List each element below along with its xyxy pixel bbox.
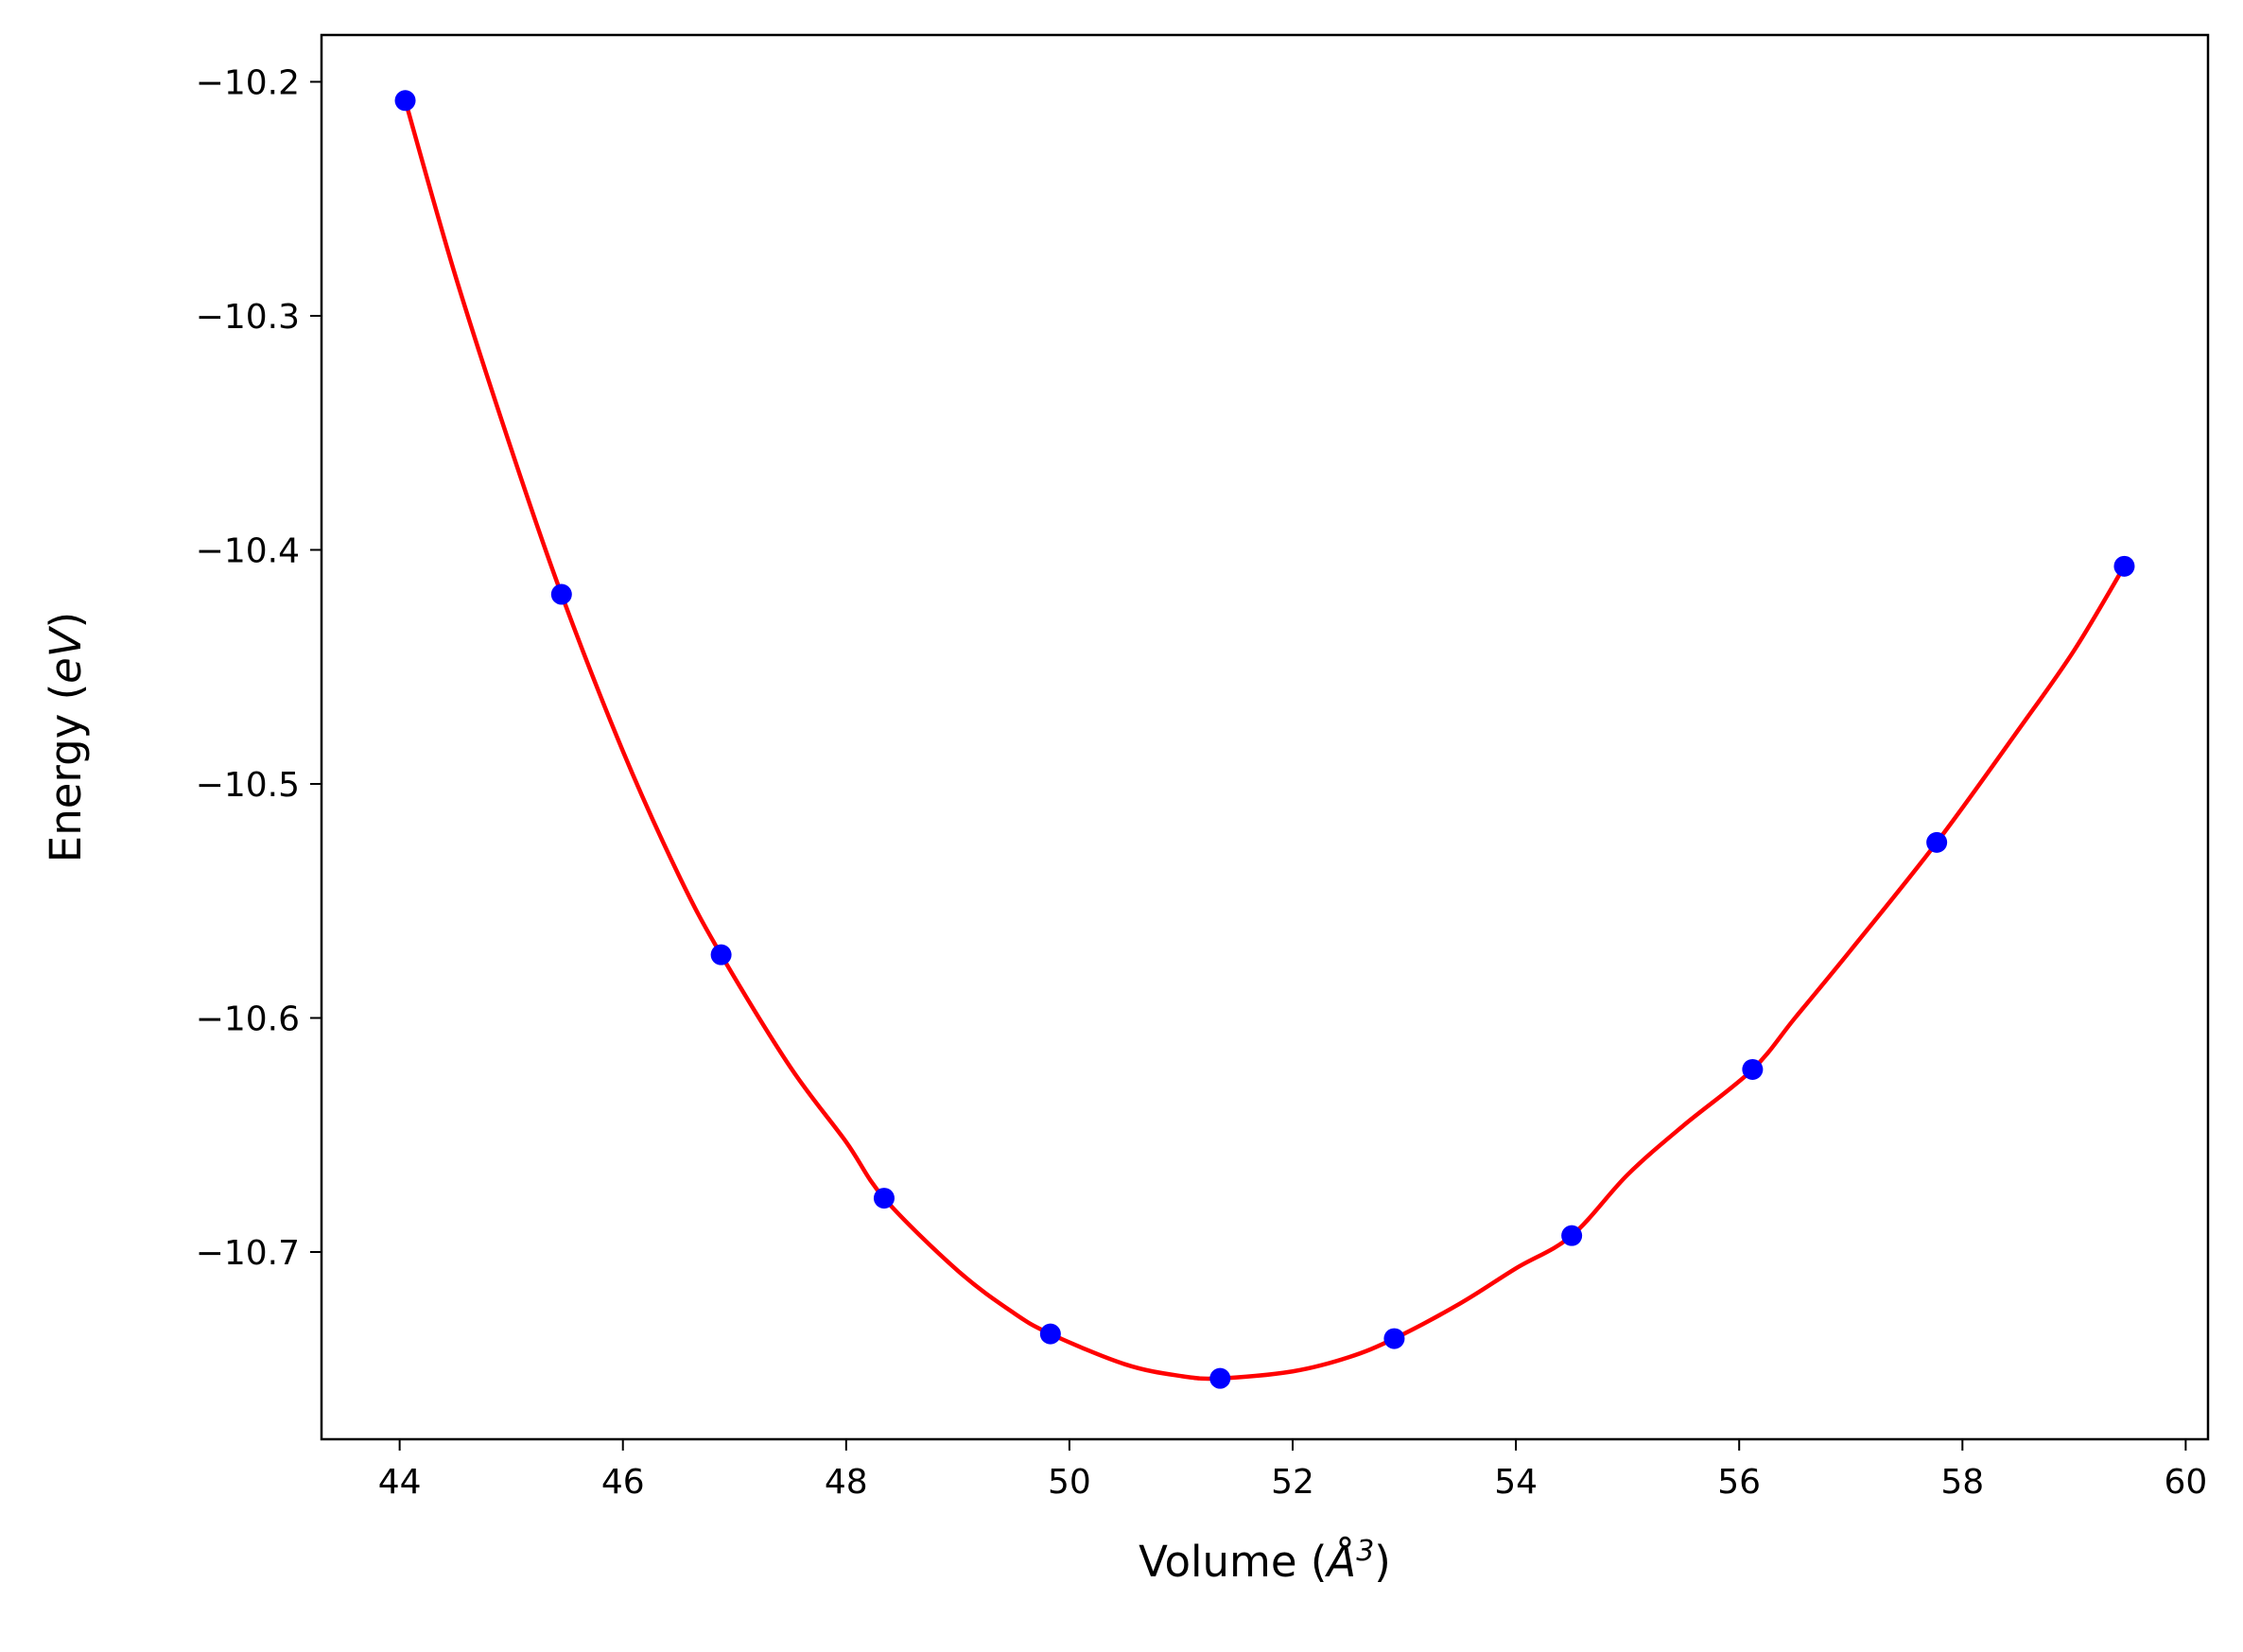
y-tick-label: −10.3 [196, 298, 300, 337]
data-point [1926, 831, 1948, 853]
y-tick-label: −10.2 [196, 64, 300, 103]
data-point [550, 583, 572, 605]
data-point [710, 944, 732, 965]
y-axis-title: Energy (eV) [41, 612, 91, 862]
data-point [1209, 1367, 1231, 1389]
x-axis-title-exponent: 3 [1356, 1535, 1374, 1568]
y-axis-title-unit: eV [41, 625, 91, 684]
y-axis-title-prefix: Energy ( [41, 684, 91, 862]
y-axis-title-suffix: ) [41, 612, 91, 629]
fit-curve-line [403, 98, 2127, 1382]
x-tick-label: 48 [825, 1463, 868, 1502]
x-tick-label: 50 [1048, 1463, 1091, 1502]
x-axis: 44 46 48 50 52 54 56 58 60 [378, 1439, 2207, 1502]
data-point [1561, 1225, 1583, 1246]
x-tick-label: 56 [1717, 1463, 1761, 1502]
x-tick-label: 54 [1494, 1463, 1538, 1502]
x-tick-label: 46 [601, 1463, 645, 1502]
x-axis-title-suffix: ) [1374, 1537, 1391, 1587]
x-axis-title: Volume (Å3) [1139, 1535, 1391, 1587]
x-tick-label: 58 [1940, 1463, 1984, 1502]
x-tick-label: 44 [378, 1463, 422, 1502]
plot-layer [394, 90, 2135, 1389]
data-point [2113, 555, 2135, 577]
x-tick-label: 52 [1271, 1463, 1314, 1502]
plot-area-frame [320, 33, 2210, 1441]
x-axis-title-symbol: Å [1324, 1537, 1356, 1587]
x-axis-title-prefix: Volume ( [1139, 1537, 1327, 1587]
x-tick-label: 60 [2164, 1463, 2207, 1502]
y-tick-label: −10.6 [196, 1000, 300, 1039]
data-point [1039, 1323, 1061, 1345]
data-point [1383, 1328, 1405, 1349]
y-tick-label: −10.4 [196, 532, 300, 571]
data-point [394, 90, 416, 112]
y-tick-label: −10.7 [196, 1234, 300, 1273]
y-tick-label: −10.5 [196, 766, 300, 805]
y-axis: −10.2 −10.3 −10.4 −10.5 −10.6 −10.7 [196, 64, 322, 1273]
data-point [1742, 1058, 1764, 1080]
data-point [873, 1188, 895, 1209]
